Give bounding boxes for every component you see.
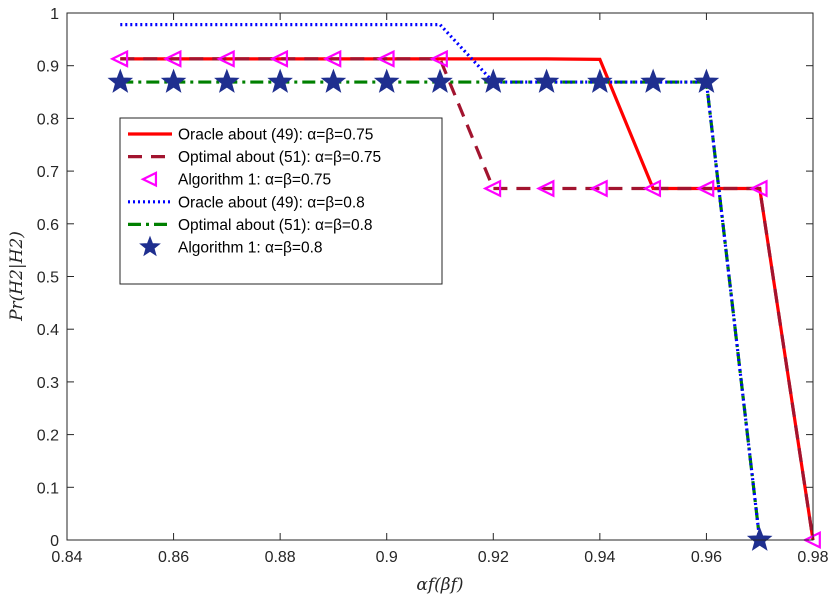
x-axis-label: αf(βf) [416, 575, 463, 595]
data-point-triangle [589, 179, 608, 198]
legend-entry: Algorithm 1: α=β=0.8 [139, 235, 323, 257]
data-point-star [746, 526, 773, 551]
data-point-triangle [163, 49, 182, 68]
y-tick-label: 0.6 [37, 217, 59, 234]
data-point-triangle [429, 49, 448, 68]
legend-swatch-triangle [140, 171, 158, 188]
y-tick-label: 0.7 [37, 164, 59, 181]
data-point-star [533, 68, 560, 93]
series-layer [107, 22, 821, 551]
legend-label: Algorithm 1: α=β=0.8 [178, 240, 323, 257]
data-point-star [267, 68, 293, 93]
data-point-triangle [802, 531, 821, 549]
legend-label: Oracle about (49): α=β=0.8 [178, 194, 365, 211]
data-point-triangle [695, 179, 715, 198]
data-point-star [373, 68, 400, 93]
series-3 [109, 49, 821, 549]
series-4 [120, 22, 762, 541]
data-point-star [693, 68, 720, 93]
legend-label: Optimal about (51): α=β=0.8 [178, 217, 373, 234]
y-tick-label: 0.5 [37, 270, 59, 287]
data-point-star [160, 68, 187, 93]
x-tick-label: 0.88 [265, 549, 296, 566]
legend-swatch-star [139, 235, 161, 257]
x-tick-label: 0.98 [797, 549, 828, 566]
data-point-triangle [322, 49, 342, 68]
series-line [120, 22, 762, 541]
data-point-star [587, 68, 613, 93]
data-point-star [214, 68, 240, 93]
y-tick-label: 0 [50, 533, 59, 550]
x-tick-label: 0.84 [51, 549, 82, 566]
y-tick-label: 0.2 [37, 428, 59, 445]
data-point-triangle [482, 179, 502, 198]
data-point-star [640, 68, 666, 93]
data-point-star [427, 68, 453, 93]
y-tick-label: 0.3 [37, 375, 59, 392]
data-point-triangle [376, 49, 395, 68]
y-tick-label: 0.9 [37, 59, 59, 76]
y-tick-label: 0.8 [37, 111, 59, 128]
legend-entry: Algorithm 1: α=β=0.75 [140, 171, 331, 189]
legend-entry: Oracle about (49): α=β=0.75 [128, 127, 373, 144]
series-2 [120, 57, 815, 541]
data-point-triangle [109, 49, 129, 68]
data-point-star [107, 68, 134, 93]
legend-box [119, 117, 443, 285]
data-point-triangle [269, 49, 289, 68]
x-tick-label: 0.86 [158, 549, 189, 566]
x-tick-label: 0.92 [478, 549, 509, 566]
legend-entry: Optimal about (51): α=β=0.8 [128, 217, 373, 234]
data-point-triangle [536, 179, 555, 198]
legend-entry: Optimal about (51): α=β=0.75 [128, 149, 381, 166]
data-point-star [320, 68, 347, 93]
x-tick-label: 0.96 [691, 549, 722, 566]
data-point-triangle [749, 179, 768, 198]
data-point-triangle [642, 179, 662, 198]
legend-label: Oracle about (49): α=β=0.75 [178, 127, 373, 144]
legend-entry: Oracle about (49): α=β=0.8 [128, 194, 365, 211]
data-point-triangle [216, 49, 235, 68]
x-tick-label: 0.94 [584, 549, 615, 566]
y-axis-label: Pr(H2|H2) [7, 231, 27, 322]
ticks-layer: 0.84 0.86 0.88 0.9 0.92 0.94 0.96 0.98 0 0.1 0.2 0.… [37, 6, 829, 566]
data-point-star [480, 68, 507, 93]
legend-label: Algorithm 1: α=β=0.75 [178, 172, 331, 189]
legend: Oracle about (49): α=β=0.75 Optimal about… [119, 117, 443, 285]
x-tick-label: 0.9 [376, 549, 398, 566]
y-tick-label: 0.4 [37, 322, 59, 339]
series-6 [107, 68, 773, 551]
series-line [120, 57, 815, 541]
y-tick-label: 1 [50, 6, 59, 23]
legend-label: Optimal about (51): α=β=0.75 [178, 149, 381, 166]
y-tick-label: 0.1 [37, 480, 59, 497]
